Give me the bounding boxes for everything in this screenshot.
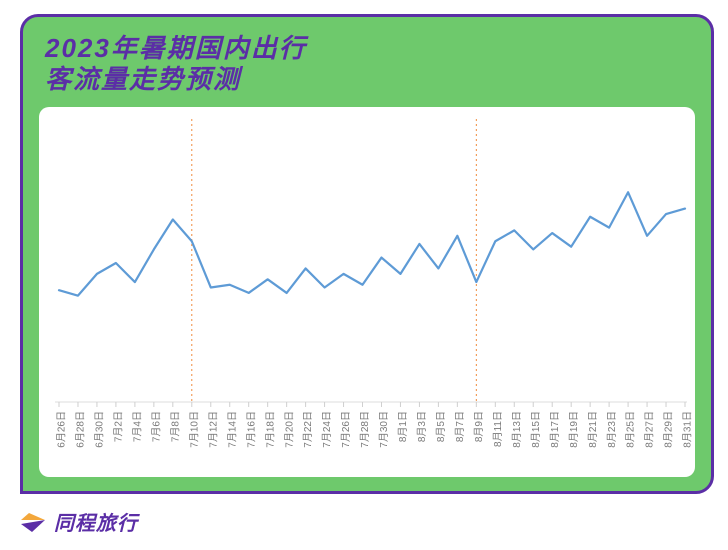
- chart-area: 6月26日 6月28日 6月30日 7月2日 7月4日 7月6日 7月8日 7月10日 7月12…: [39, 107, 695, 477]
- brand-text: 同程旅行: [54, 507, 138, 536]
- paper-plane-icon: [20, 511, 46, 533]
- svg-text:8月19日: 8月19日: [568, 411, 580, 448]
- svg-text:7月20日: 7月20日: [283, 411, 295, 448]
- svg-text:7月8日: 7月8日: [169, 411, 181, 442]
- svg-text:8月15日: 8月15日: [530, 411, 542, 448]
- svg-text:8月29日: 8月29日: [663, 411, 675, 448]
- svg-text:8月3日: 8月3日: [416, 411, 428, 442]
- svg-text:6月30日: 6月30日: [94, 411, 106, 448]
- svg-text:7月24日: 7月24日: [321, 411, 333, 448]
- svg-text:8月11日: 8月11日: [492, 411, 504, 447]
- svg-text:8月1日: 8月1日: [397, 411, 409, 442]
- svg-text:7月16日: 7月16日: [245, 411, 257, 448]
- svg-text:8月25日: 8月25日: [625, 411, 637, 448]
- svg-text:7月26日: 7月26日: [340, 411, 352, 448]
- svg-text:7月4日: 7月4日: [132, 411, 144, 442]
- svg-text:8月9日: 8月9日: [473, 411, 485, 442]
- svg-text:7月12日: 7月12日: [207, 411, 219, 448]
- svg-text:8月7日: 8月7日: [454, 411, 466, 442]
- svg-text:7月22日: 7月22日: [302, 411, 314, 448]
- svg-text:7月14日: 7月14日: [226, 411, 238, 448]
- svg-text:8月5日: 8月5日: [435, 411, 447, 442]
- card-title: 2023年暑期国内出行 客流量走势预测: [45, 33, 689, 95]
- svg-text:6月26日: 6月26日: [56, 411, 68, 448]
- svg-text:8月31日: 8月31日: [682, 411, 694, 448]
- brand-footer: 同程旅行: [20, 507, 138, 536]
- title-line-1: 2023年暑期国内出行: [45, 33, 307, 63]
- svg-text:7月6日: 7月6日: [150, 411, 162, 442]
- svg-text:7月2日: 7月2日: [113, 411, 125, 442]
- svg-text:7月30日: 7月30日: [378, 411, 390, 448]
- chart-card: 2023年暑期国内出行 客流量走势预测 6月26日 6月28日 6月30日 7月2日 7…: [20, 14, 714, 494]
- svg-text:8月17日: 8月17日: [549, 411, 561, 448]
- svg-text:7月28日: 7月28日: [359, 411, 371, 448]
- svg-text:8月23日: 8月23日: [606, 411, 618, 448]
- svg-text:8月21日: 8月21日: [587, 411, 599, 448]
- card-title-bar: 2023年暑期国内出行 客流量走势预测: [23, 17, 711, 107]
- page-root: 2023年暑期国内出行 客流量走势预测 6月26日 6月28日 6月30日 7月2日 7…: [0, 0, 728, 550]
- svg-text:6月28日: 6月28日: [75, 411, 87, 448]
- svg-text:8月13日: 8月13日: [511, 411, 523, 448]
- svg-text:8月27日: 8月27日: [644, 411, 656, 448]
- line-chart: 6月26日 6月28日 6月30日 7月2日 7月4日 7月6日 7月8日 7月10日 7月12…: [39, 107, 695, 477]
- title-line-2: 客流量走势预测: [45, 64, 241, 94]
- svg-text:7月18日: 7月18日: [264, 411, 276, 448]
- svg-text:7月10日: 7月10日: [188, 411, 200, 448]
